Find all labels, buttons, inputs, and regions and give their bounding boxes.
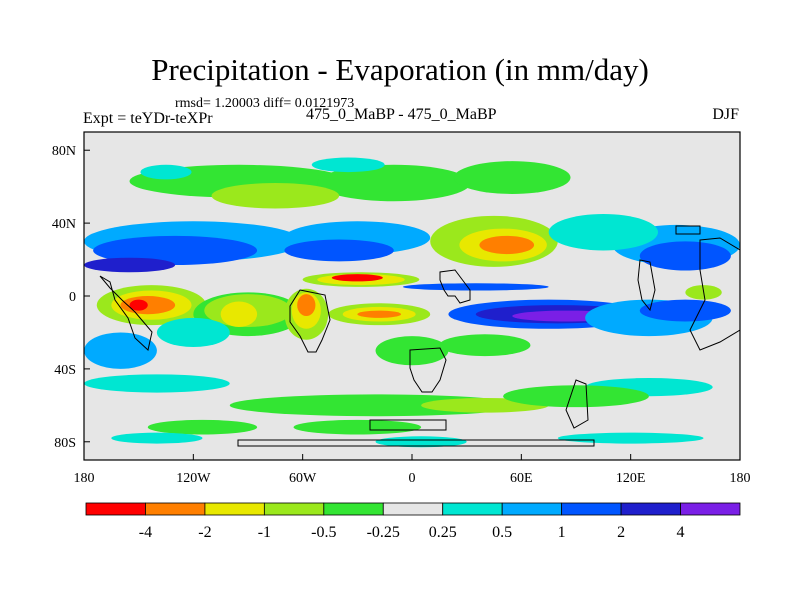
field-region-27 xyxy=(220,301,258,327)
colorbar-label-6: 0.5 xyxy=(492,524,512,541)
colorbar-swatch-6 xyxy=(442,502,503,516)
field-region-50 xyxy=(293,419,422,435)
field-region-24 xyxy=(129,299,148,311)
field-region-1 xyxy=(317,164,471,202)
coastlines xyxy=(99,225,740,447)
field-region-44 xyxy=(84,374,230,393)
experiment-label: Expt = teYDr-teXPr xyxy=(83,110,213,127)
field-region-51 xyxy=(111,432,203,444)
stats-label: rmsd= 1.20003 diff= 0.0121973 xyxy=(175,96,355,111)
season-label: DJF xyxy=(712,106,739,123)
colorbar-swatch-2 xyxy=(204,502,265,516)
field-region-9 xyxy=(93,235,258,266)
colorbar-label-8: 2 xyxy=(617,524,625,541)
colorbar-swatch-8 xyxy=(561,502,622,516)
x-tick-label-3: 0 xyxy=(409,471,416,486)
field-region-16 xyxy=(548,214,658,251)
field-region-4 xyxy=(140,164,192,180)
field-region-48 xyxy=(503,385,649,408)
colorbar-label-1: -2 xyxy=(198,524,211,541)
field-region-10 xyxy=(284,239,394,262)
field-region-5 xyxy=(311,157,385,173)
field-region-30 xyxy=(297,294,316,317)
field-region-42 xyxy=(375,336,449,366)
colorbar-swatch-1 xyxy=(145,502,206,516)
field-regions xyxy=(84,157,740,448)
colorbar-swatch-4 xyxy=(323,502,384,516)
field-region-19 xyxy=(331,274,383,282)
field-region-53 xyxy=(557,432,704,444)
colorbar-swatch-0 xyxy=(85,502,146,516)
field-region-43 xyxy=(439,334,531,357)
x-tick-label-0: 180 xyxy=(74,471,95,486)
y-tick-label-0: 80N xyxy=(52,144,76,159)
field-region-11 xyxy=(639,241,731,271)
colorbar-label-7: 1 xyxy=(558,524,566,541)
field-region-52 xyxy=(375,436,467,448)
colorbar-swatch-5 xyxy=(382,502,444,516)
field-region-33 xyxy=(357,310,402,318)
colorbar-label-9: 4 xyxy=(677,524,685,541)
y-tick-label-2: 0 xyxy=(69,290,76,305)
x-tick-label-6: 180 xyxy=(730,471,751,486)
x-tick-label-1: 120W xyxy=(176,471,211,486)
x-tick-label-2: 60W xyxy=(289,471,317,486)
field-region-3 xyxy=(211,183,340,209)
colorbar-label-2: -1 xyxy=(258,524,271,541)
chart-title: Precipitation - Evaporation (in mm/day) xyxy=(151,52,649,87)
field-region-38 xyxy=(639,299,731,322)
field-region-49 xyxy=(147,419,258,435)
y-tick-label-1: 40N xyxy=(52,217,76,232)
field-region-15 xyxy=(479,235,535,255)
axis-ticks: 180 120W 60W 0 60E 120E 180 80N 40N 0 40S 80S xyxy=(52,144,751,486)
colorbar-label-4: -0.25 xyxy=(367,524,400,541)
colorbar-swatch-10 xyxy=(680,502,741,516)
comparison-label: 475_0_MaBP - 475_0_MaBP xyxy=(306,106,497,123)
x-tick-label-4: 60E xyxy=(510,471,533,486)
colorbar-label-5: 0.25 xyxy=(429,524,457,541)
field-region-20 xyxy=(402,283,549,291)
field-region-40 xyxy=(156,317,230,348)
y-tick-label-3: 40S xyxy=(54,363,76,378)
x-tick-label-5: 120E xyxy=(616,471,646,486)
field-region-12 xyxy=(84,257,176,273)
y-tick-label-4: 80S xyxy=(54,436,76,451)
field-region-2 xyxy=(453,161,571,194)
colorbar-swatch-9 xyxy=(620,502,681,516)
field-region-39 xyxy=(84,332,157,369)
colorbar: -4 -2 -1 -0.5 -0.25 0.25 0.5 1 2 4 xyxy=(85,502,741,541)
colorbar-label-3: -0.5 xyxy=(311,524,336,541)
colorbar-swatch-3 xyxy=(263,502,325,516)
colorbar-swatch-7 xyxy=(501,502,563,516)
colorbar-label-0: -4 xyxy=(139,524,152,541)
